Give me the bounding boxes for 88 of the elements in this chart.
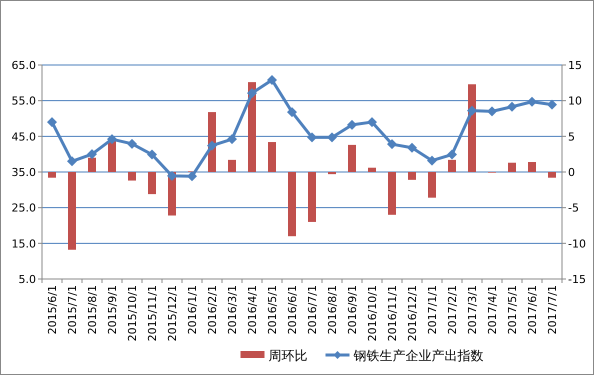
bar [548, 172, 556, 178]
bar [128, 172, 136, 181]
bar [448, 160, 456, 172]
point [527, 96, 537, 107]
x-tick-label: 2016/10/1 [366, 285, 379, 342]
bar [368, 168, 376, 172]
x-tick-label: 2017/6/1 [526, 285, 539, 334]
y-tick-label: 25.0 [12, 202, 36, 215]
point [507, 102, 517, 112]
y-tick-label: 45.0 [12, 130, 36, 144]
x-tick-label: 2015/8/1 [86, 285, 99, 334]
point [327, 132, 337, 142]
point [247, 88, 257, 98]
x-tick-label: 2016/6/1 [286, 285, 299, 334]
y2-tick-label: 10 [568, 94, 582, 108]
y2-tick-label: 5 [568, 130, 575, 144]
x-tick-label: 2017/1/1 [426, 285, 439, 334]
point [67, 156, 77, 166]
x-tick-label: 2016/11/1 [386, 285, 399, 342]
point [147, 150, 157, 160]
x-tick-label: 2017/5/1 [506, 285, 519, 334]
bar [148, 172, 156, 194]
x-tick-label: 2016/5/1 [266, 285, 279, 334]
point [47, 117, 57, 128]
bar [248, 82, 256, 172]
y-tick-label: 65.0 [12, 59, 36, 72]
x-tick-label: 2016/8/1 [326, 285, 339, 334]
x-tick-label: 2015/11/1 [146, 285, 159, 342]
bar [88, 158, 96, 172]
x-tick-label: 2015/10/1 [126, 285, 139, 342]
point [487, 106, 497, 116]
point [267, 74, 277, 85]
point [547, 100, 557, 110]
point [127, 138, 137, 149]
point [407, 142, 417, 153]
bar [228, 160, 236, 172]
bar [308, 172, 316, 222]
y2-tick-label: -10 [568, 237, 586, 250]
x-tick-label: 2016/7/1 [306, 285, 319, 334]
x-tick-label: 2017/4/1 [486, 285, 499, 334]
point [387, 139, 397, 150]
bar [268, 142, 276, 172]
point [447, 150, 457, 160]
x-tick-label: 2017/2/1 [446, 285, 459, 334]
x-tick-label: 2016/2/1 [206, 285, 219, 334]
x-tick-label: 2015/7/1 [66, 285, 79, 334]
bar [288, 172, 296, 236]
bar [68, 172, 76, 250]
point [307, 132, 317, 142]
legend-label: 周环比 [268, 349, 308, 364]
bar [408, 172, 416, 180]
y-tick-label: 35.0 [12, 166, 36, 179]
bar [388, 172, 396, 215]
x-tick-label: 2016/12/1 [406, 285, 419, 342]
point [187, 171, 197, 182]
y2-tick-label: -5 [568, 202, 579, 215]
legend-label: 钢铁生产企业产出指数 [352, 349, 484, 364]
x-tick-label: 2016/3/1 [226, 285, 239, 334]
x-tick-label: 2017/3/1 [466, 285, 479, 334]
bar [428, 172, 436, 198]
y-tick-label: 55.0 [12, 94, 36, 108]
point [107, 134, 117, 144]
y-tick-label: 5.0 [18, 273, 36, 286]
y2-tick-label: 0 [568, 166, 575, 179]
y-tick-label: 15.0 [12, 237, 36, 250]
point [227, 134, 237, 144]
y2-tick-label: 15 [568, 59, 582, 72]
x-tick-label: 2015/6/1 [46, 285, 59, 334]
x-tick-label: 2015/12/1 [166, 285, 179, 342]
x-tick-label: 2016/9/1 [346, 285, 359, 334]
point [347, 120, 357, 130]
bar [528, 162, 536, 172]
x-tick-label: 2015/9/1 [106, 285, 119, 334]
bar [348, 144, 356, 172]
x-tick-label: 2016/4/1 [246, 285, 259, 334]
bar [48, 172, 56, 178]
point [167, 170, 177, 181]
point [207, 140, 217, 151]
point [287, 107, 297, 118]
bar [508, 162, 516, 172]
x-tick-label: 2016/1/1 [186, 285, 199, 334]
point [367, 117, 377, 128]
y2-tick-label: -15 [568, 273, 586, 286]
point [427, 156, 437, 166]
point [87, 149, 97, 160]
point [467, 106, 477, 116]
bar [468, 84, 476, 172]
x-tick-label: 2017/7/1 [546, 285, 559, 334]
